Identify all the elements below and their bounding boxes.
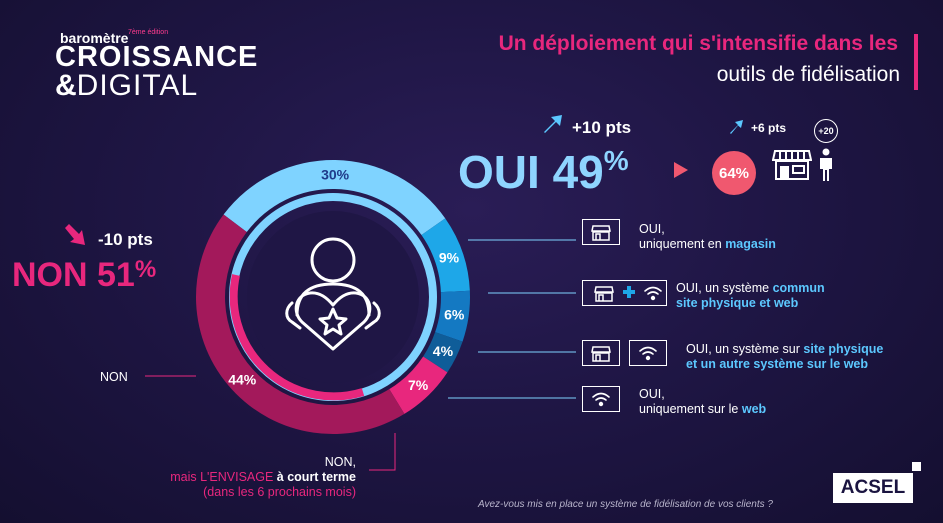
oui-delta: +10 pts	[572, 118, 632, 137]
legend-box-commun	[582, 280, 667, 306]
legend-separe-text: OUI, un système sur	[686, 342, 804, 356]
heart-person-icon	[285, 237, 381, 351]
leader-envisage	[369, 433, 396, 471]
slice-label-5: 44%	[228, 371, 257, 387]
non-pct-sign: %	[134, 256, 157, 283]
donut-slice-1	[421, 218, 470, 293]
donut-slice-2	[435, 290, 470, 342]
logo-barometre: baromètre	[60, 30, 129, 46]
legend-separe-highlight: site physique	[803, 342, 884, 356]
legend-box-separe-web	[629, 340, 667, 366]
legend-envisage: NON, mais L'ENVISAGE à court terme (dans…	[170, 455, 356, 500]
oui-percent: 49%	[552, 145, 629, 198]
logo-digital-text: DIGITAL	[76, 69, 199, 102]
legend-envisage-line3: (dans les 6 prochains mois)	[203, 485, 356, 499]
non-delta: -10 pts	[98, 230, 153, 249]
legend-commun-highlight: commun	[772, 281, 825, 295]
legend-magasin-highlight: magasin	[725, 237, 776, 251]
down-arrow-icon	[65, 224, 85, 245]
slice-label-2: 6%	[444, 306, 465, 322]
donut-slices	[195, 160, 470, 435]
wifi-icon	[644, 286, 662, 301]
legend-separe: OUI, un système sur site physique et un …	[686, 342, 883, 372]
page-subtitle: outils de fidélisation	[716, 63, 900, 86]
slice-label-3: 4%	[433, 343, 454, 359]
legend-web-line1: OUI,	[639, 387, 665, 401]
sub-percent-badge: 64%	[712, 151, 756, 195]
legend-web-highlight: web	[741, 402, 767, 416]
non-pct-value: 51	[97, 256, 135, 294]
up-arrow-small-icon	[730, 120, 743, 134]
legend-commun-line1: OUI, un système commun	[676, 281, 825, 296]
shop-icon	[594, 286, 614, 302]
sub-delta: +6 pts	[751, 121, 787, 135]
donut-slice-3	[423, 332, 463, 373]
legend-separe-line2: et un autre système sur le web	[686, 357, 869, 371]
slice-label-0: 30%	[321, 167, 350, 183]
brand-logo: ACSEL	[833, 473, 913, 503]
legend-magasin-line2: uniquement en magasin	[639, 237, 776, 252]
donut-slice-4	[389, 356, 448, 414]
wifi-icon	[639, 346, 657, 361]
slice-label-4: 7%	[408, 377, 429, 393]
survey-question: Avez-vous mis en place un système de fid…	[478, 499, 773, 510]
brand-dot	[912, 462, 921, 471]
legend-envisage-line1: NON,	[324, 455, 356, 469]
legend-magasin-text: uniquement en	[639, 237, 726, 251]
oui-label: OUI	[458, 146, 540, 198]
legend-magasin: OUI, uniquement en magasin	[639, 222, 776, 252]
up-arrow-icon	[544, 115, 562, 133]
legend-box-magasin	[582, 219, 620, 245]
legend-envisage-text: mais L'ENVISAGE	[170, 470, 277, 484]
triangle-right-icon	[674, 162, 688, 178]
title-accent-bar	[914, 34, 918, 90]
legend-box-web	[582, 386, 620, 412]
legend-box-separe-shop	[582, 340, 620, 366]
shop-large-icon	[772, 150, 812, 180]
legend-magasin-line1: OUI,	[639, 222, 665, 236]
logo-amp: &	[55, 69, 77, 102]
donut-slice-5	[195, 214, 405, 435]
legend-envisage-highlight: à court terme	[276, 470, 356, 484]
shop-icon	[591, 225, 611, 241]
legend-web: OUI, uniquement sur le web	[639, 387, 766, 417]
age-badge: +20	[814, 119, 838, 143]
oui-total: OUI 49%	[458, 145, 629, 199]
legend-envisage-line2: mais L'ENVISAGE à court terme	[170, 470, 356, 485]
inner-ring-pink	[229, 274, 365, 401]
legend-web-text: uniquement sur le	[639, 402, 742, 416]
legend-web-line2: uniquement sur le web	[639, 402, 766, 417]
legend-commun-text: OUI, un système	[676, 281, 773, 295]
non-label: NON	[12, 256, 88, 294]
plus-icon	[623, 286, 635, 298]
donut-center	[247, 211, 419, 383]
page-title: Un déploiement qui s'intensifie dans les	[498, 32, 898, 55]
shop-icon	[591, 346, 611, 362]
logo-edition: 7ème édition	[128, 29, 169, 36]
logo-digital: &DIGITAL	[55, 71, 198, 101]
donut-slice-0	[223, 160, 446, 236]
legend-commun-line2: site physique et web	[676, 296, 799, 310]
slice-labels: 30% 9% 6% 4% 7% 44%	[228, 167, 465, 394]
legend-commun: OUI, un système commun site physique et …	[676, 281, 825, 311]
logo-croissance: CROISSANCE	[55, 41, 259, 73]
oui-pct-sign: %	[603, 145, 629, 176]
slice-label-1: 9%	[439, 250, 460, 266]
shop-plus-wifi-icons	[594, 286, 662, 302]
legend-non: NON	[100, 370, 128, 384]
legend-separe-line1: OUI, un système sur site physique	[686, 342, 883, 357]
wifi-icon	[592, 392, 610, 407]
person-icon	[820, 148, 832, 181]
non-total: NON 51%	[12, 256, 156, 295]
oui-pct-value: 49	[552, 146, 604, 198]
